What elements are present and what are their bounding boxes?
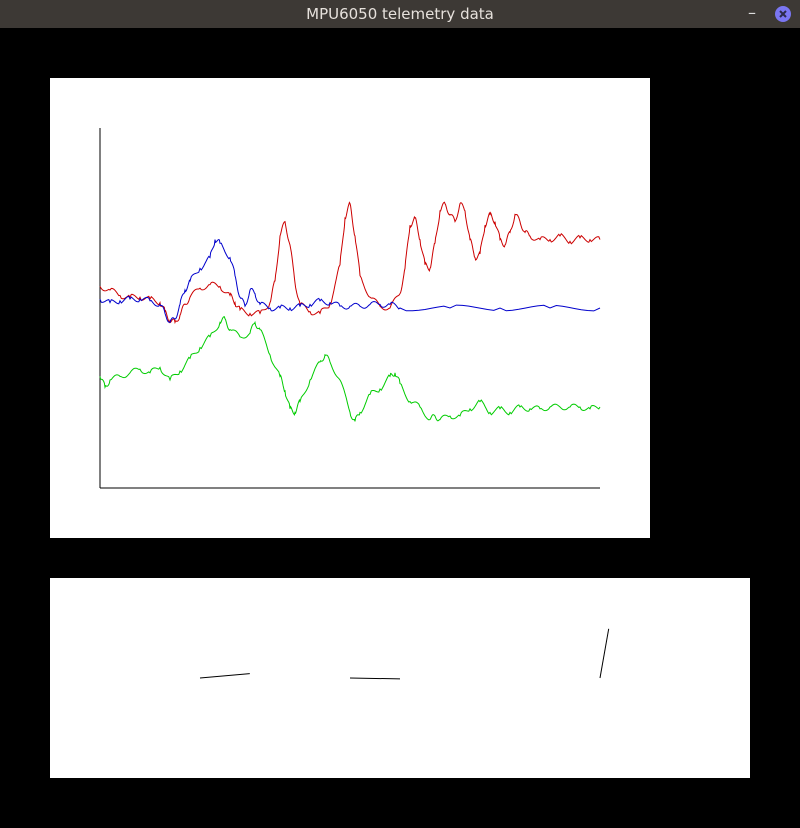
series-line-2 xyxy=(99,316,601,422)
series-line-1 xyxy=(99,239,601,323)
minimize-button[interactable]: – xyxy=(748,3,756,22)
close-icon xyxy=(779,10,787,18)
orientation-pointer-0 xyxy=(199,673,250,679)
telemetry-line-chart xyxy=(99,128,601,489)
series-line-0 xyxy=(99,201,601,325)
window-titlebar[interactable]: MPU6050 telemetry data – xyxy=(0,0,800,28)
orientation-indicators xyxy=(199,628,610,680)
orientation-pointer-2 xyxy=(599,628,610,679)
orientation-pointer-1 xyxy=(349,677,401,680)
orientation-panel xyxy=(50,578,750,778)
close-button[interactable] xyxy=(775,6,791,22)
window-title: MPU6050 telemetry data xyxy=(306,5,494,23)
telemetry-plot-panel xyxy=(50,78,650,538)
